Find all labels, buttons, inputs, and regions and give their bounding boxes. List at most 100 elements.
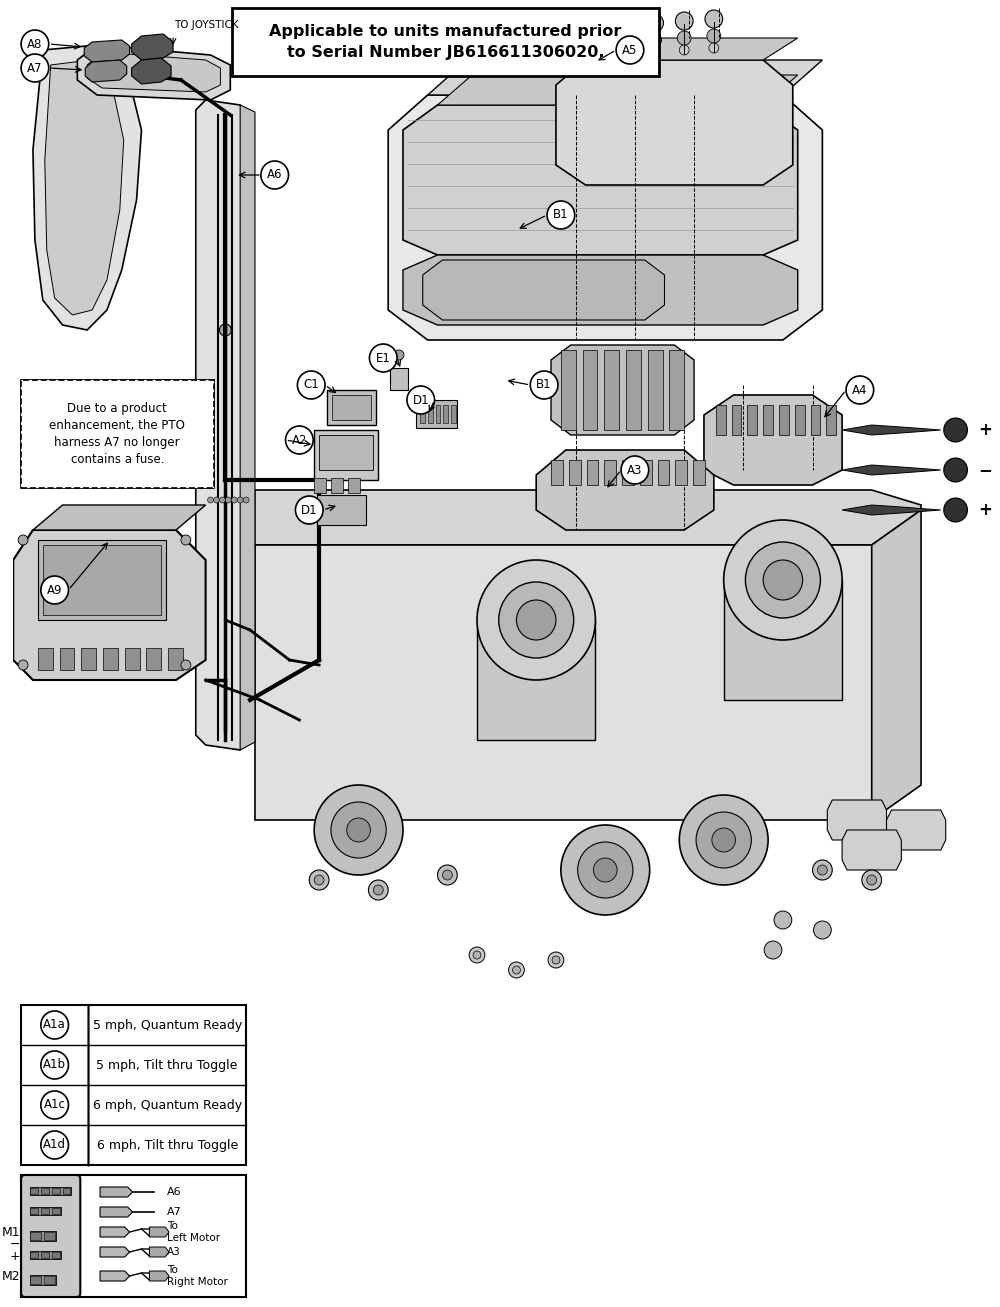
Polygon shape [100,1206,133,1217]
Text: +: + [978,421,992,439]
Polygon shape [675,460,687,485]
Text: E1: E1 [376,352,391,365]
Circle shape [368,880,388,901]
Circle shape [297,371,325,399]
Polygon shape [827,800,887,840]
Polygon shape [332,395,371,420]
Polygon shape [319,435,373,471]
Circle shape [442,870,452,880]
Polygon shape [640,460,652,485]
Polygon shape [100,1187,133,1197]
Polygon shape [716,405,726,435]
Polygon shape [438,74,798,105]
Circle shape [561,825,650,915]
Polygon shape [30,1231,56,1242]
Polygon shape [43,545,161,616]
Circle shape [530,371,558,399]
Polygon shape [327,389,376,425]
Polygon shape [30,1208,38,1214]
Circle shape [552,955,560,965]
Circle shape [394,350,404,359]
Circle shape [578,842,633,898]
Polygon shape [423,260,664,320]
Circle shape [314,874,324,885]
Text: 6 mph, Quantum Ready: 6 mph, Quantum Ready [93,1098,242,1111]
Text: A1a: A1a [43,1018,66,1031]
Circle shape [21,30,49,58]
Polygon shape [428,60,822,95]
Polygon shape [206,490,255,565]
Circle shape [513,966,520,974]
Polygon shape [84,41,130,61]
Polygon shape [811,405,820,435]
Circle shape [347,818,370,842]
Circle shape [712,829,736,852]
Circle shape [677,31,691,44]
Circle shape [225,497,231,503]
Circle shape [286,426,313,454]
Circle shape [18,535,28,545]
Polygon shape [704,395,842,485]
Circle shape [181,535,191,545]
Polygon shape [63,1188,70,1195]
Circle shape [331,802,386,857]
Text: Due to a product
enhancement, the PTO
harness A7 no longer
contains a fuse.: Due to a product enhancement, the PTO ha… [49,403,185,467]
Polygon shape [795,405,805,435]
Circle shape [867,874,877,885]
Circle shape [745,542,820,618]
Polygon shape [52,1208,60,1214]
Circle shape [219,324,231,336]
Text: A8: A8 [27,38,43,51]
Text: Applicable to units manufactured prior
to Serial Number JB616611306020.: Applicable to units manufactured prior t… [269,24,622,60]
Circle shape [813,921,831,938]
Polygon shape [842,425,941,435]
Polygon shape [556,60,793,186]
Circle shape [709,43,719,54]
Circle shape [438,865,457,885]
Polygon shape [583,350,597,430]
Circle shape [18,660,28,670]
Polygon shape [403,255,798,325]
Polygon shape [132,58,171,84]
Text: A2: A2 [292,434,307,447]
Polygon shape [30,1233,41,1240]
Text: +: + [978,501,992,519]
Circle shape [620,48,630,59]
Circle shape [243,497,249,503]
Text: 6 mph, Tilt thru Toggle: 6 mph, Tilt thru Toggle [97,1138,238,1151]
Polygon shape [87,52,220,91]
Polygon shape [779,405,789,435]
Circle shape [944,498,967,521]
Text: To
Right Motor: To Right Motor [167,1265,228,1287]
Polygon shape [477,620,595,740]
Polygon shape [536,450,714,531]
Circle shape [817,865,827,874]
Polygon shape [33,505,206,531]
Circle shape [369,344,397,372]
Circle shape [679,44,689,55]
Polygon shape [41,1252,49,1259]
Polygon shape [842,465,941,474]
Polygon shape [149,1270,169,1281]
Polygon shape [206,490,921,545]
Circle shape [679,795,768,885]
Polygon shape [149,1247,169,1257]
Polygon shape [658,460,669,485]
Polygon shape [887,810,946,850]
Circle shape [862,870,882,890]
Polygon shape [314,478,326,493]
Circle shape [705,10,723,27]
Circle shape [516,600,556,640]
Text: −: − [10,1238,20,1251]
Circle shape [41,1091,68,1119]
Text: A3: A3 [627,464,643,477]
Circle shape [295,495,323,524]
Polygon shape [551,460,563,485]
Circle shape [774,911,792,929]
Polygon shape [30,1187,71,1195]
Text: 5 mph, Quantum Ready: 5 mph, Quantum Ready [93,1018,242,1031]
Text: TO JOYSTICK: TO JOYSTICK [174,20,239,30]
Circle shape [650,47,660,58]
Polygon shape [13,531,206,680]
Polygon shape [30,1252,38,1259]
